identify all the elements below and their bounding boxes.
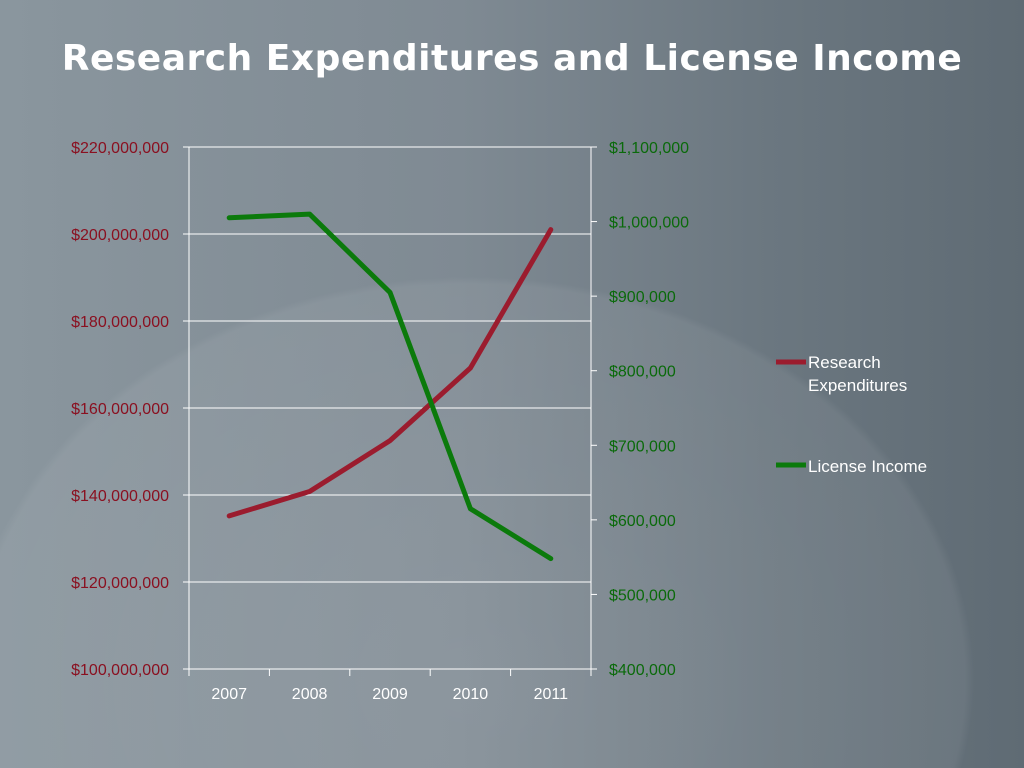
- x-axis-tick-label: 2007: [211, 686, 247, 703]
- right-axis-tick-label: $1,100,000: [609, 140, 689, 157]
- right-axis-tick-label: $600,000: [609, 513, 676, 530]
- slide-title: Research Expenditures and License Income: [61, 38, 963, 79]
- left-axis-tick-labels: $100,000,000 $120,000,000 $140,000,000 $160…: [71, 140, 169, 679]
- left-axis-tick-label: $200,000,000: [71, 227, 169, 244]
- left-axis-tick-label: $220,000,000: [71, 140, 169, 157]
- series-line-research-expenditures: [226, 227, 554, 519]
- right-axis-tick-label: $400,000: [609, 662, 676, 679]
- left-axis-tick-label: $100,000,000: [71, 662, 169, 679]
- legend-label-research-expenditures-line1: Research: [808, 353, 881, 372]
- right-axis-tick-label: $500,000: [609, 587, 676, 604]
- x-axis-tick-label: 2008: [292, 686, 328, 703]
- right-axis-tick-labels: $400,000 $500,000 $600,000 $700,000 $800,000…: [609, 140, 689, 679]
- x-axis-tick-labels: 2007 2008 2009 2010 2011: [211, 686, 568, 703]
- right-axis-tick-label: $800,000: [609, 364, 676, 381]
- left-axis-tick-label: $140,000,000: [71, 488, 169, 505]
- series-line-license-income: [226, 211, 554, 562]
- left-axis-tick-label: $160,000,000: [71, 401, 169, 418]
- right-axis-tick-label: $700,000: [609, 438, 676, 455]
- series-layer: [226, 211, 554, 562]
- x-axis-tick-label: 2010: [453, 686, 489, 703]
- right-axis-tick-label: $900,000: [609, 289, 676, 306]
- grid-layer: [189, 146, 591, 583]
- right-axis-tick-label: $1,000,000: [609, 215, 689, 232]
- legend-label-research-expenditures-line2: Expenditures: [808, 376, 907, 395]
- left-axis-tick-label: $180,000,000: [71, 314, 169, 331]
- x-axis-tick-label: 2011: [534, 686, 569, 703]
- legend: Research Expenditures License Income: [776, 353, 927, 476]
- left-axis-tick-label: $120,000,000: [71, 575, 169, 592]
- axis-layer: [183, 146, 597, 676]
- x-axis-tick-label: 2009: [372, 686, 408, 703]
- legend-label-license-income: License Income: [808, 457, 927, 476]
